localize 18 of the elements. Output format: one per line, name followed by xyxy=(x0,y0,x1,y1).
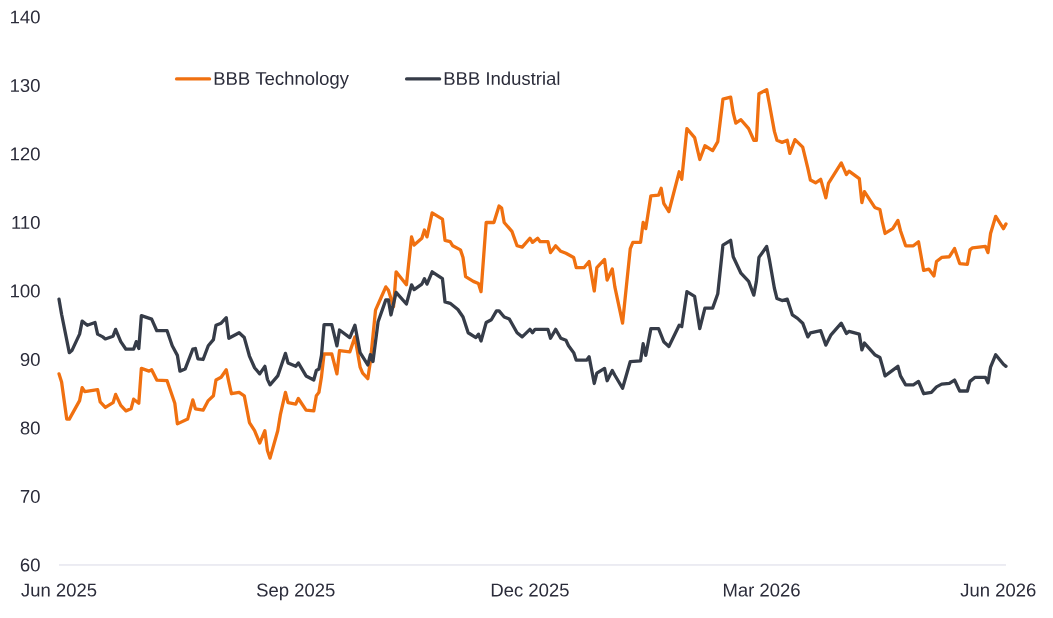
x-tick-label: Dec 2025 xyxy=(491,583,569,597)
y-tick-label: 120 xyxy=(11,147,40,161)
legend-label: BBB Technology xyxy=(214,71,349,89)
y-tick-label: 90 xyxy=(20,352,40,367)
line-series xyxy=(57,87,1008,460)
y-tick-label: 80 xyxy=(20,421,40,435)
line-series xyxy=(57,238,1008,396)
y-tick-label: 100 xyxy=(11,284,40,298)
y-tick-label: 70 xyxy=(20,489,40,504)
x-tick-label: Jun 2026 xyxy=(960,583,1036,597)
x-tick-label: Sep 2025 xyxy=(257,583,335,601)
legend-label: BBB Industrial xyxy=(444,71,560,86)
y-tick-label: 140 xyxy=(11,10,40,24)
x-tick-label: Jun 2025 xyxy=(21,583,97,597)
y-tick-label: 110 xyxy=(12,215,40,230)
y-tick-label: 60 xyxy=(20,558,40,572)
y-tick-label: 130 xyxy=(11,78,40,93)
x-tick-label: Mar 2026 xyxy=(723,583,800,597)
